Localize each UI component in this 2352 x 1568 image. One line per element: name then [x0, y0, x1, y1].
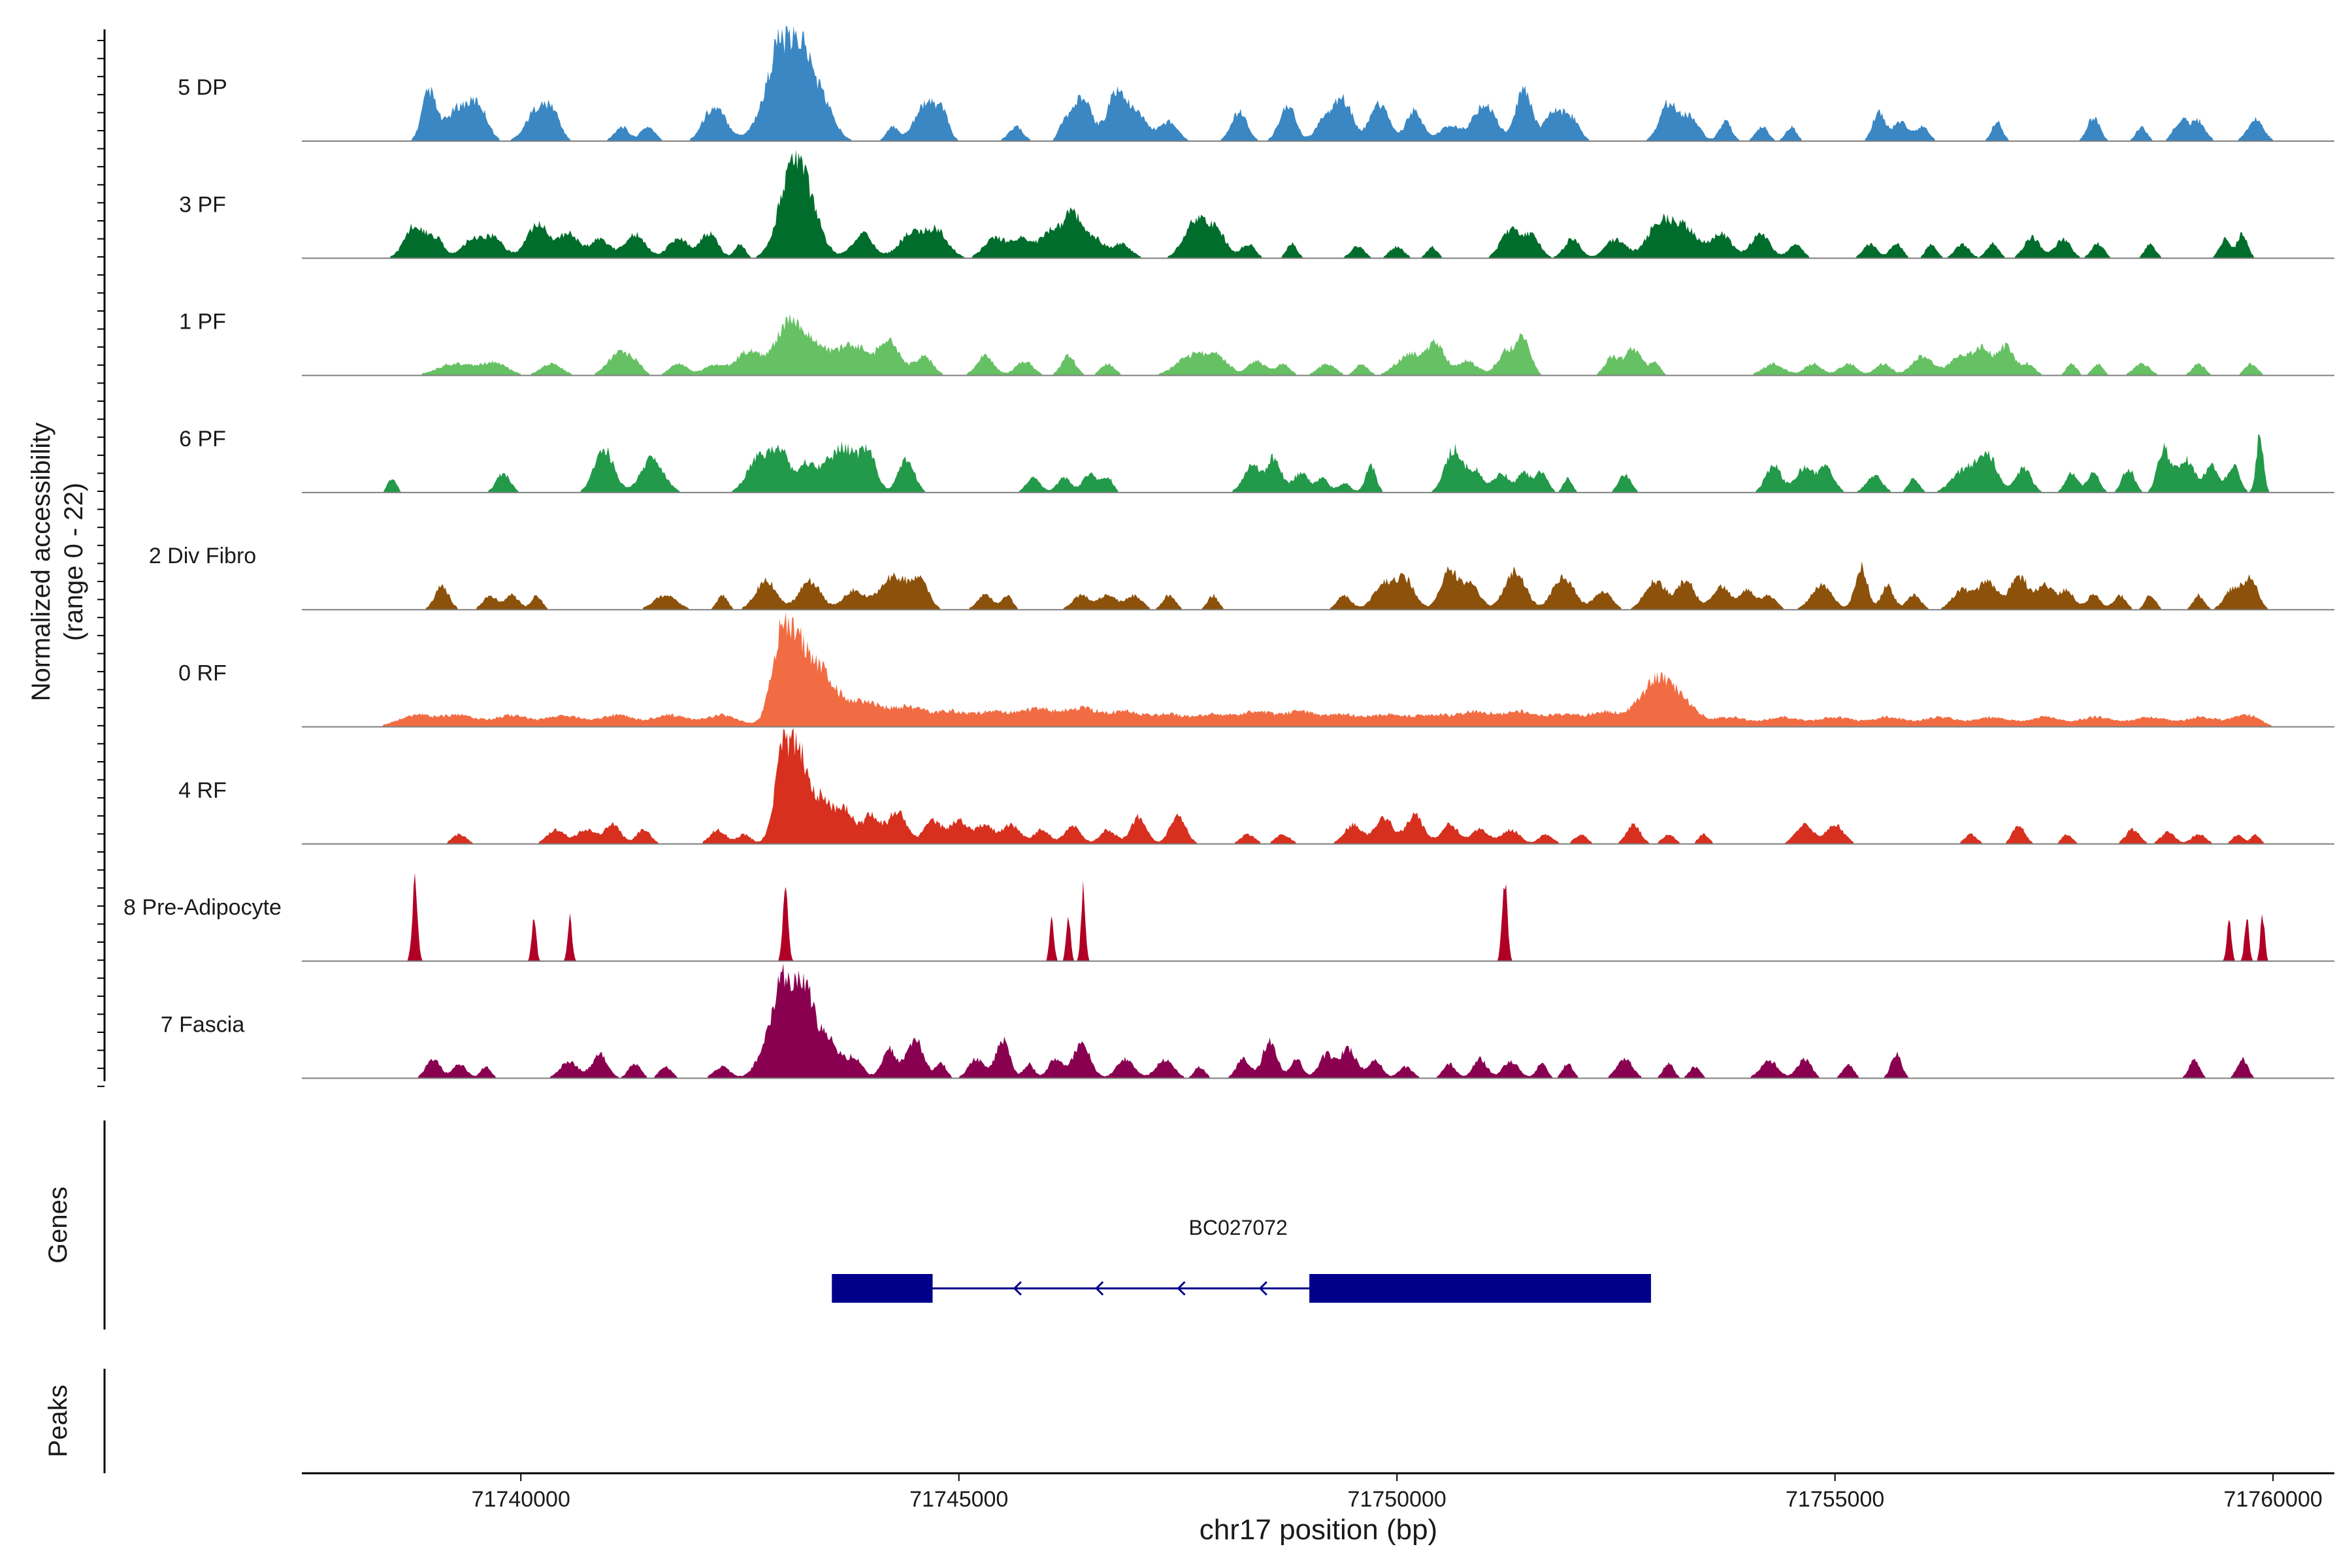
coverage-area [302, 873, 2334, 962]
track-label: 5 DP [178, 75, 227, 100]
y-axis-label: Normalized accessibility [27, 423, 56, 702]
coverage-area [302, 561, 2334, 610]
coverage-y-ticks [97, 40, 105, 1087]
track-6-pf: 6 PF [179, 427, 2334, 493]
track-label: 4 RF [178, 778, 227, 803]
track-2-div-fibro: 2 Div Fibro [149, 544, 2334, 611]
x-tick-label: 71750000 [1348, 1487, 1446, 1512]
peaks-track-label: Peaks [44, 1384, 73, 1457]
x-axis-ticks: 71740000 71745000 71750000 71755000 71760000 [472, 1473, 2323, 1512]
track-label: 0 RF [178, 661, 227, 686]
gene-annotation: BC027072 [832, 1216, 1652, 1303]
track-4-rf: 4 RF [178, 728, 2334, 845]
strand-arrow [1095, 1281, 1104, 1296]
track-label: 7 Fascia [161, 1012, 245, 1037]
coverage-area [302, 612, 2334, 727]
track-label: 2 Div Fibro [149, 544, 256, 568]
genes-track-label: Genes [44, 1186, 73, 1264]
coverage-area [302, 728, 2334, 844]
gene-name-label: BC027072 [1189, 1216, 1288, 1239]
strand-arrow [1013, 1281, 1022, 1296]
x-tick-label: 71755000 [1786, 1487, 1884, 1512]
track-8-pre-adipocyte: 8 Pre-Adipocyte [123, 873, 2334, 962]
track-7-fascia: 7 Fascia [161, 963, 2334, 1079]
x-axis-label: chr17 position (bp) [1200, 1514, 1437, 1546]
track-label: 8 Pre-Adipocyte [123, 895, 282, 920]
y-axis-label-range: (range 0 - 22) [59, 483, 88, 641]
track-3-pf: 3 PF [179, 150, 2334, 259]
track-label: 3 PF [179, 192, 226, 217]
track-1-pf: 1 PF [179, 310, 2334, 376]
x-tick-label: 71740000 [472, 1487, 570, 1512]
gene-exon [1309, 1274, 1652, 1303]
gene-exon [832, 1274, 933, 1303]
coverage-area [302, 963, 2334, 1079]
coverage-area [302, 150, 2334, 259]
track-0-rf: 0 RF [178, 612, 2334, 728]
x-tick-label: 71760000 [2223, 1487, 2322, 1512]
track-5-dp: 5 DP [178, 25, 2334, 142]
coverage-area [302, 25, 2334, 141]
coverage-tracks: 5 DP 3 PF 1 PF 6 PF 2 Div Fibro 0 RF 4 RF 8 Pre… [123, 25, 2334, 1079]
track-label: 6 PF [179, 427, 226, 451]
strand-arrow [1258, 1281, 1267, 1296]
coverage-area [302, 314, 2334, 376]
track-label: 1 PF [179, 310, 226, 335]
coverage-area [302, 434, 2334, 493]
x-tick-label: 71745000 [909, 1487, 1008, 1512]
strand-arrow [1177, 1281, 1186, 1296]
